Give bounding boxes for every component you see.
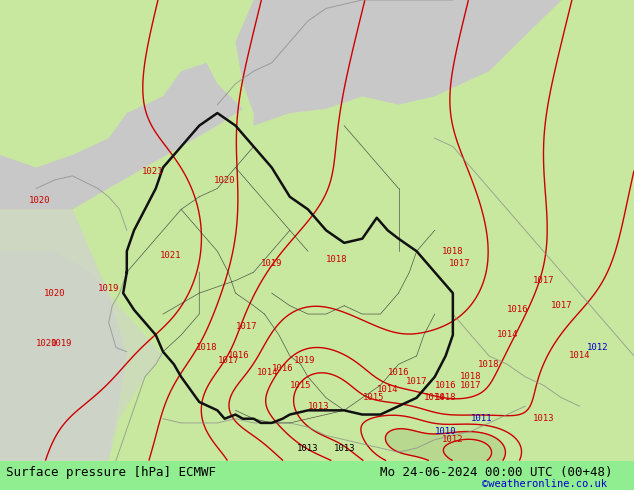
- Text: ©weatheronline.co.uk: ©weatheronline.co.uk: [482, 479, 607, 489]
- Text: 1020: 1020: [36, 339, 58, 348]
- Text: 1021: 1021: [141, 167, 163, 176]
- Text: 1018: 1018: [196, 343, 217, 352]
- Text: 1014: 1014: [377, 385, 398, 394]
- Text: 1021: 1021: [160, 251, 181, 260]
- Text: 1019: 1019: [51, 339, 72, 348]
- Text: 1017: 1017: [533, 276, 554, 285]
- Text: 1018: 1018: [435, 393, 456, 402]
- Text: 1013: 1013: [533, 414, 554, 423]
- Text: 1020: 1020: [44, 289, 65, 297]
- Text: 1018: 1018: [460, 372, 482, 381]
- Text: 1012: 1012: [442, 435, 463, 444]
- Text: 1017: 1017: [236, 322, 257, 331]
- Text: 1017: 1017: [406, 376, 427, 386]
- Text: 1015: 1015: [363, 393, 384, 402]
- Polygon shape: [0, 63, 243, 209]
- Text: 1019: 1019: [261, 259, 283, 269]
- Text: 1016: 1016: [228, 351, 250, 361]
- Text: 1012: 1012: [587, 343, 609, 352]
- Text: 1017: 1017: [217, 356, 239, 365]
- Text: 1014: 1014: [569, 351, 590, 361]
- Text: 1020: 1020: [29, 196, 51, 205]
- Text: 1013: 1013: [333, 443, 355, 453]
- Polygon shape: [0, 209, 127, 461]
- Text: 1017: 1017: [460, 381, 482, 390]
- Text: 1019: 1019: [294, 356, 315, 365]
- Text: Surface pressure [hPa] ECMWF: Surface pressure [hPa] ECMWF: [6, 466, 216, 479]
- Polygon shape: [0, 251, 163, 461]
- Text: 1017: 1017: [551, 301, 573, 310]
- Polygon shape: [235, 0, 562, 125]
- Text: 1017: 1017: [450, 259, 471, 269]
- Text: 1014: 1014: [257, 368, 279, 377]
- Text: Mo 24-06-2024 00:00 UTC (00+48): Mo 24-06-2024 00:00 UTC (00+48): [380, 466, 613, 479]
- Text: 1018: 1018: [478, 360, 500, 369]
- Text: 1013: 1013: [297, 443, 319, 453]
- Text: 1016: 1016: [507, 305, 529, 315]
- Text: 1014: 1014: [496, 330, 518, 340]
- Text: 1014: 1014: [424, 393, 446, 402]
- Text: 1018: 1018: [326, 255, 347, 264]
- Text: 1019: 1019: [98, 284, 119, 294]
- Text: 1018: 1018: [442, 247, 463, 256]
- Text: 1013: 1013: [308, 402, 330, 411]
- Text: 1015: 1015: [290, 381, 311, 390]
- Text: 1010: 1010: [435, 427, 456, 436]
- Text: 1016: 1016: [388, 368, 410, 377]
- Text: 1016: 1016: [435, 381, 456, 390]
- Text: 1020: 1020: [214, 175, 235, 185]
- Text: 1011: 1011: [471, 414, 493, 423]
- Text: 1016: 1016: [272, 364, 294, 373]
